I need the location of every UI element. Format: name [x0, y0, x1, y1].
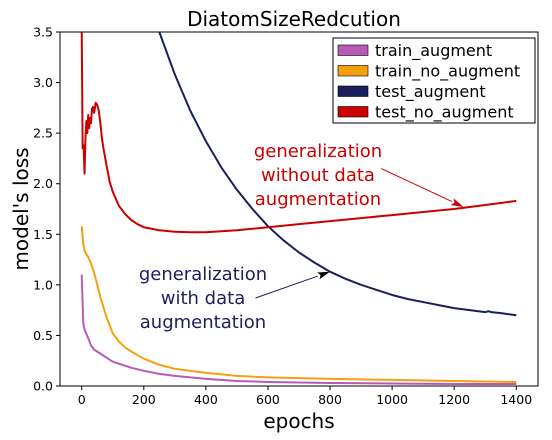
y-tick-label: 0.5	[33, 328, 53, 343]
y-tick-label: 1.5	[33, 227, 53, 242]
series-line-train-augment	[80, 274, 517, 385]
chart-title: DiatomSizeRedcution	[187, 7, 401, 31]
annotation-no-aug: generalization without data augmentation	[254, 141, 382, 210]
legend-label-test-augment: test_augment	[375, 82, 486, 102]
y-axis-label: model's loss	[9, 147, 33, 270]
x-tick-label: 1200	[438, 392, 470, 407]
x-axis: 0 200 400 600 800 1000 1200 1400	[78, 386, 532, 407]
annotation-arrow-aug	[255, 275, 318, 299]
x-tick-label: 600	[256, 392, 280, 407]
legend-swatch-train-no-augment	[337, 65, 369, 77]
y-tick-label: 0.0	[33, 379, 53, 394]
series-line-train-no-augment	[80, 226, 517, 383]
y-axis: 0.0 0.5 1.0 1.5 2.0 2.5 3.0 3.5	[33, 25, 60, 394]
legend-label-train-augment: train_augment	[375, 41, 492, 61]
x-tick-label: 200	[132, 392, 156, 407]
y-tick-label: 1.0	[33, 277, 53, 292]
annotation-arrowhead-no-aug	[450, 198, 464, 207]
x-tick-label: 1000	[376, 392, 408, 407]
y-tick-label: 3.0	[33, 75, 53, 90]
series-line-test-no-augment	[80, 32, 517, 234]
y-tick-label: 2.0	[33, 176, 53, 191]
x-axis-label: epochs	[263, 409, 334, 433]
y-tick-label: 2.5	[33, 126, 53, 141]
legend-swatch-train-augment	[337, 44, 369, 56]
annotation-arrow-no-aug	[381, 168, 452, 202]
plot-area	[80, 32, 517, 385]
x-tick-label: 400	[194, 392, 218, 407]
x-tick-label: 800	[318, 392, 342, 407]
y-tick-label: 3.5	[33, 25, 53, 40]
annotation-arrowhead-aug	[317, 271, 331, 280]
annotations: generalization without data augmentation ge…	[139, 141, 464, 333]
x-tick-label: 1400	[500, 392, 532, 407]
x-tick-label: 0	[78, 392, 86, 407]
annotation-aug: generalization with data augmentation	[139, 264, 267, 333]
legend-swatch-test-augment	[337, 85, 369, 97]
legend: train_augmenttrain_no_augmenttest_augmen…	[332, 37, 536, 124]
legend-label-train-no-augment: train_no_augment	[375, 62, 520, 82]
series-line-test-augment	[158, 32, 517, 317]
legend-label-test-no-augment: test_no_augment	[375, 103, 514, 123]
legend-swatch-test-no-augment	[337, 106, 369, 118]
plot-frame	[59, 31, 539, 387]
